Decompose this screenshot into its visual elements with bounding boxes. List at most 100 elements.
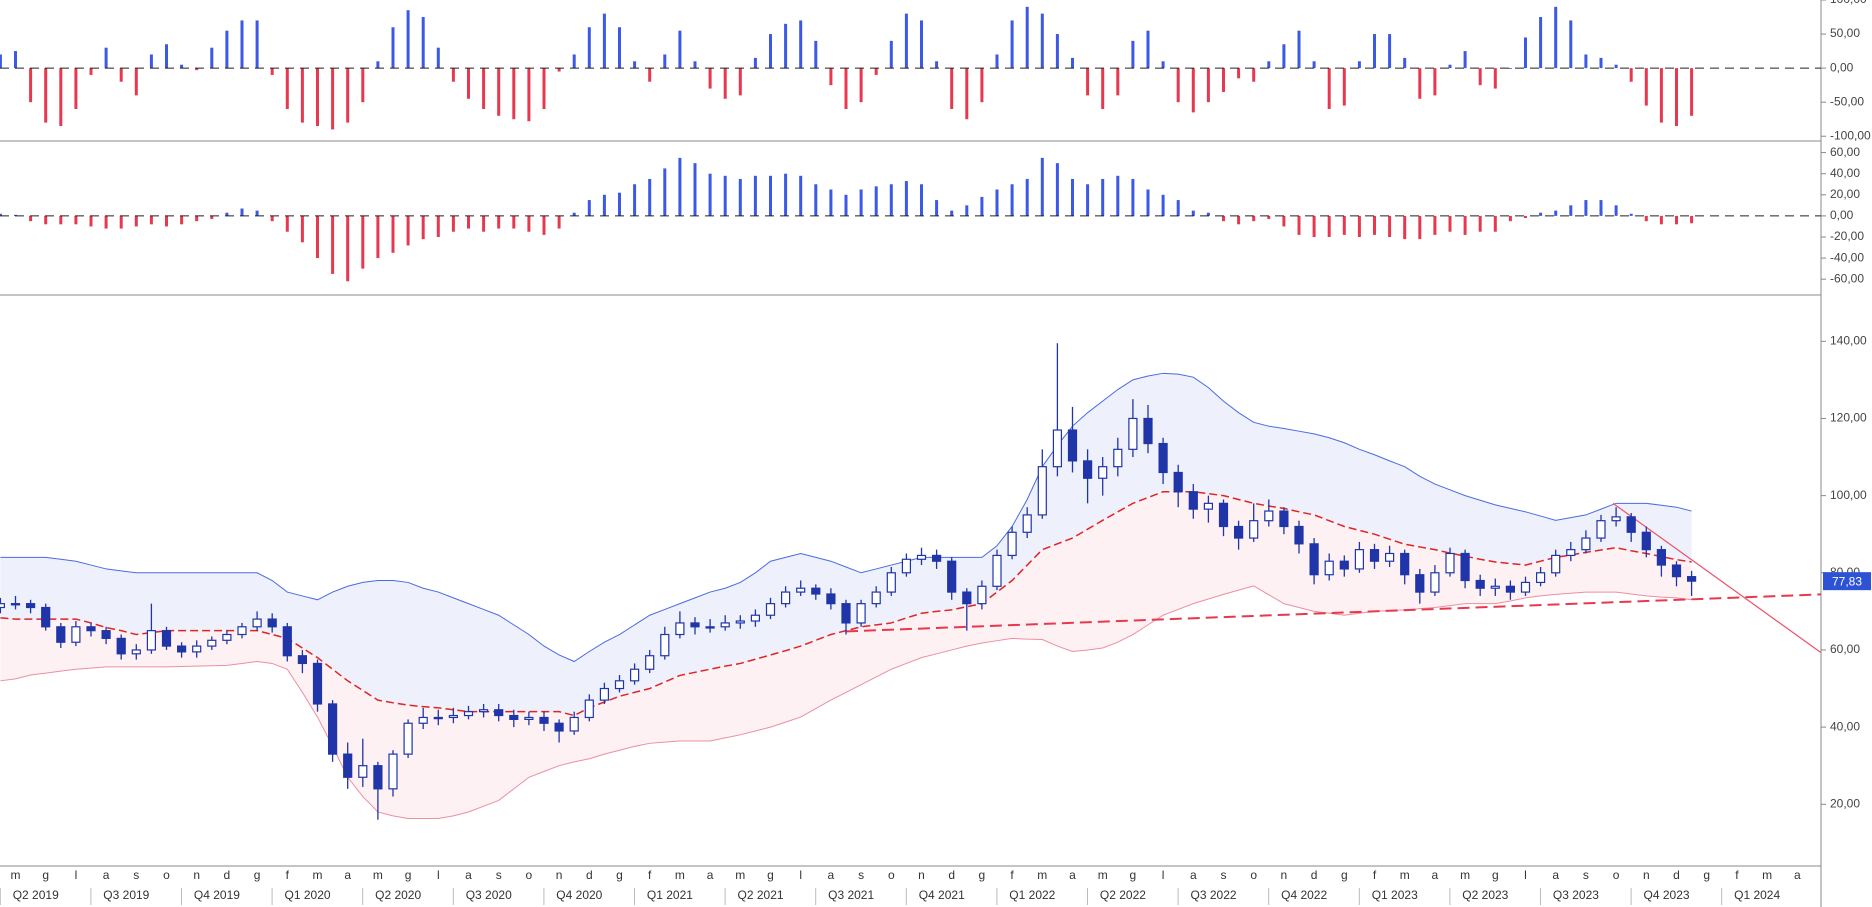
histogram-bar [1055,163,1059,216]
histogram-bar [44,68,48,123]
month-label: m [1762,868,1772,882]
histogram-bar [1478,215,1482,232]
histogram-bar [1629,213,1633,216]
histogram-bar [557,215,561,229]
histogram-bar [0,54,2,69]
candle-body [1324,560,1334,576]
histogram-bar [376,61,380,69]
histogram-bar [1388,215,1392,237]
month-label: d [1311,868,1318,882]
candle-body [177,645,187,653]
candle-body [192,645,202,653]
histogram-bar [1116,175,1120,216]
month-label: g [767,868,774,882]
histogram-bar [467,68,470,99]
quarter-label: Q4 2022 [1281,888,1327,902]
histogram-bar [1297,30,1301,69]
month-label: f [1735,868,1739,882]
histogram-bar [59,68,63,127]
candle-body [962,591,972,605]
candle-body [131,649,141,655]
candle-body [71,626,81,643]
histogram-bar [859,189,863,216]
histogram-bar [1312,215,1316,237]
histogram-bar [1071,57,1074,69]
candle-body [645,655,655,670]
quarter-label: Q2 2019 [13,888,59,902]
candle-body [1233,525,1244,539]
band-fill-lower [0,491,1692,819]
candle-body [931,554,942,562]
candle-body [539,716,549,724]
candle-body [1581,537,1591,551]
candle-body [780,591,791,605]
histogram-bar [316,68,319,127]
candle-body [1294,525,1304,545]
histogram-bar [331,215,335,274]
histogram-bar [149,215,153,225]
histogram-bar [920,184,923,216]
histogram-bar [1161,194,1165,216]
histogram-bar [1599,57,1603,69]
y-tick-label: 50,00 [1830,26,1860,40]
quarter-label: Q1 2020 [285,888,331,902]
quarter-label: Q1 2021 [647,888,693,902]
histogram-bar [602,13,606,69]
quarter-label: Q2 2020 [375,888,421,902]
month-label: g [979,868,986,882]
histogram-bar [1554,210,1558,216]
candle-body [1490,585,1500,589]
candle-body [1566,549,1576,557]
candle-body [161,630,172,647]
histogram-bar [829,189,833,216]
histogram-bar [376,215,380,259]
y-tick-label: -20,00 [1830,229,1864,243]
month-label: m [1098,868,1108,882]
month-label: l [1524,868,1527,882]
histogram-bar [255,20,259,69]
histogram-bar [1690,215,1694,224]
candle-body [1082,460,1093,479]
trendline [845,593,1822,633]
histogram-bar [1569,205,1573,216]
candle-body [373,765,383,790]
candle-body [660,633,670,657]
candle-body [916,554,927,560]
histogram-bar [74,215,78,225]
histogram-bar [59,215,63,225]
histogram-bar [753,175,757,216]
candle-body [101,630,111,639]
candle-body [705,626,715,629]
histogram-bar [874,186,878,216]
histogram-bar [451,68,455,82]
quarter-label: Q4 2021 [919,888,965,902]
histogram-bar [769,34,772,69]
histogram-bar [285,68,289,109]
quarter-label: Q2 2022 [1100,888,1146,902]
histogram-bar [1373,215,1376,235]
histogram-bar [587,27,591,69]
histogram-bar [904,181,908,216]
histogram-bar [14,214,17,216]
candle-body [252,618,262,628]
histogram-bar [965,205,969,216]
candle-body [1037,466,1047,516]
histogram-bar [618,27,621,69]
candle-body [1686,576,1697,582]
histogram-bar [346,215,350,282]
histogram-bar [633,61,637,69]
candle-body [1656,549,1667,566]
histogram-bar [300,68,304,123]
histogram-bar [255,210,259,216]
histogram-bar [104,215,108,229]
candle-body [1460,552,1470,582]
candle-body [312,662,323,705]
histogram-bar [89,215,93,227]
histogram-bar [753,57,757,69]
candle-body [735,620,745,624]
quarter-label: Q3 2023 [1553,888,1599,902]
month-label: o [1613,868,1620,882]
month-label: m [675,868,685,882]
histogram-bar [149,54,153,69]
